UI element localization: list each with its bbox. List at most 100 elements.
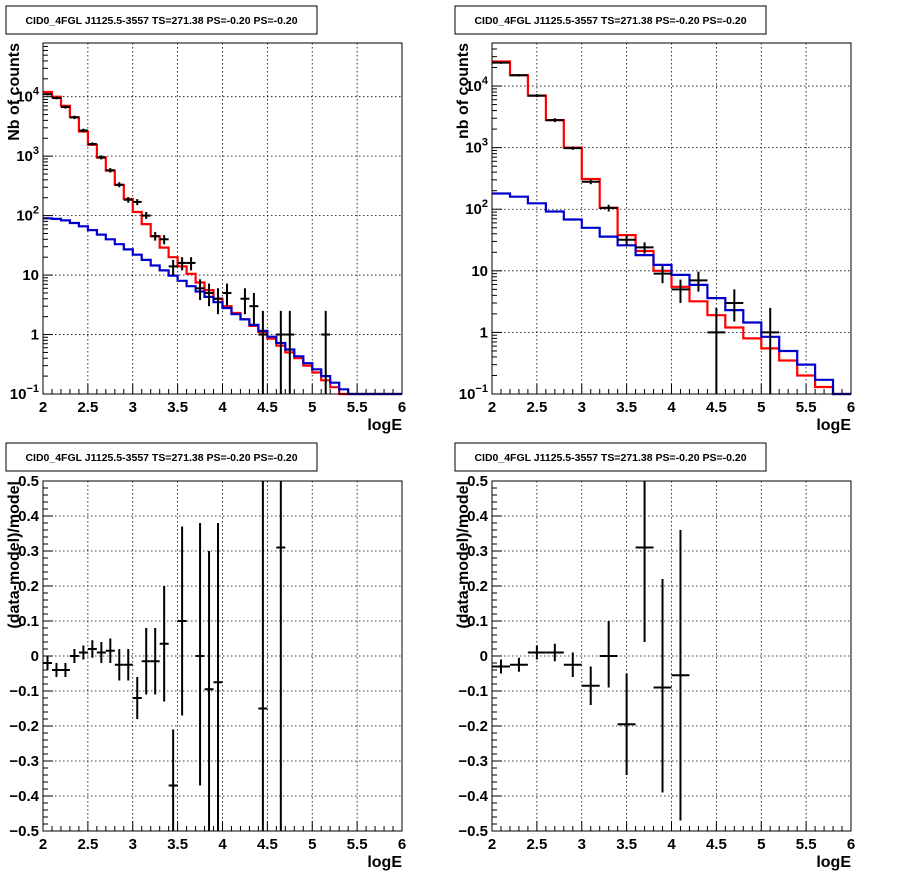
x-tick-label: 2.5 (77, 399, 98, 416)
x-tick-label: 5 (308, 399, 316, 416)
chart-title: CID0_4FGL J1125.5-3557 TS=271.38 PS=-0.2… (25, 15, 297, 27)
y-tick-label: −0.3 (458, 753, 488, 770)
data-point (653, 265, 672, 284)
y-tick-label: 10−1 (10, 383, 39, 403)
data-point (635, 242, 654, 254)
data-point (509, 73, 528, 77)
data-point (707, 307, 726, 394)
x-tick-label: 5.5 (347, 836, 368, 853)
y-tick-label: 103 (16, 145, 39, 165)
data-point (43, 93, 52, 96)
data-point (761, 307, 780, 394)
y-axis-title: (data-model)/model (455, 481, 472, 629)
y-tick-label: 10 (22, 267, 39, 284)
y-tick-label: −0.5 (458, 823, 488, 840)
x-tick-label: 5 (757, 399, 765, 416)
x-tick-label: 2 (488, 836, 496, 853)
data-point (168, 729, 178, 831)
y-tick-label: −0.1 (9, 683, 39, 700)
data-point (258, 481, 268, 831)
chart-panel-4: 2 2.5 3 3.5 4 4.5 5 5.5 6 −0.5 −0.4 −0.3 −0.2 −0.1 0 0.… (454, 442, 855, 871)
x-tick-label: 3.5 (167, 399, 188, 416)
x-tick-label: 3 (578, 399, 586, 416)
data-point (492, 659, 510, 674)
data-point (204, 283, 214, 307)
x-axis-title: logE (367, 854, 402, 871)
data-point (186, 257, 196, 271)
data-point (617, 235, 636, 246)
x-tick-label: 4 (667, 399, 676, 416)
series-line-2 (492, 192, 851, 396)
y-tick-label: 0.4 (467, 508, 489, 525)
data-point (168, 259, 178, 276)
data-point (87, 142, 97, 146)
title-box (5, 442, 318, 472)
data-point (114, 182, 124, 188)
y-tick-label: −0.2 (458, 718, 488, 735)
x-tick-label: 4 (667, 836, 676, 853)
y-tick-label: 10−1 (459, 383, 488, 403)
y-axis-title: (data-model)/model (6, 481, 23, 629)
data-point (563, 146, 582, 150)
x-tick-label: 6 (847, 399, 855, 416)
data-point (581, 666, 600, 705)
y-tick-label: 104 (16, 86, 40, 106)
data-point (492, 61, 510, 64)
x-tick-label: 4 (218, 399, 227, 416)
plot-area (492, 481, 851, 831)
data-point (617, 673, 636, 775)
data-point (114, 649, 124, 681)
x-tick-label: 4 (218, 836, 227, 853)
x-tick-label: 4.5 (257, 399, 278, 416)
y-tick-label: 0.3 (467, 543, 488, 560)
data-point (69, 115, 79, 120)
data-point (671, 279, 690, 304)
data-point (60, 105, 70, 109)
x-tick-label: 2 (39, 836, 47, 853)
title-box (5, 5, 318, 35)
y-tick-label: 0 (480, 648, 488, 665)
data-point (195, 523, 205, 786)
y-tick-label: 102 (465, 198, 488, 218)
x-axis-title: logE (816, 854, 851, 871)
x-tick-label: 4.5 (257, 836, 278, 853)
x-tick-label: 5 (757, 836, 765, 853)
data-point (545, 643, 564, 662)
x-tick-label: 3.5 (616, 399, 637, 416)
y-tick-label: 0 (31, 648, 39, 665)
data-point (78, 128, 88, 133)
chart-title: CID0_4FGL J1125.5-3557 TS=271.38 PS=-0.2… (25, 452, 297, 464)
x-tick-label: 6 (847, 836, 855, 853)
y-tick-label: 10 (471, 263, 488, 280)
data-point (671, 530, 690, 821)
y-tick-label: 0.2 (18, 578, 39, 595)
y-tick-label: 1 (31, 327, 39, 344)
data-point (276, 481, 286, 831)
data-point (204, 551, 214, 831)
y-tick-label: −0.4 (9, 788, 39, 805)
data-point (509, 657, 528, 672)
y-tick-label: −0.4 (458, 788, 488, 805)
y-tick-label: 0.2 (467, 578, 488, 595)
y-axis-title: nb of counts (455, 43, 472, 139)
data-point (321, 310, 331, 394)
x-axis-title: logE (816, 417, 851, 434)
y-tick-label: −0.2 (9, 718, 39, 735)
data-point (105, 638, 115, 663)
y-tick-label: 0.4 (18, 508, 40, 525)
data-point (599, 204, 618, 212)
data-point (653, 579, 672, 793)
x-tick-label: 6 (398, 836, 406, 853)
y-tick-label: 1 (480, 324, 488, 341)
x-tick-label: 3 (129, 836, 137, 853)
data-point (285, 310, 295, 394)
data-point (96, 642, 106, 663)
y-tick-label: 102 (16, 205, 39, 225)
x-axis-title: logE (367, 417, 402, 434)
data-point (105, 168, 115, 173)
x-tick-label: 3 (578, 836, 586, 853)
data-point (635, 481, 654, 642)
data-point (78, 645, 88, 660)
chart-panel-3: 2 2.5 3 3.5 4 4.5 5 5.5 6 −0.5 −0.4 −0.3 −0.2 −0.1 0 0.… (5, 442, 406, 871)
data-point (132, 677, 142, 719)
